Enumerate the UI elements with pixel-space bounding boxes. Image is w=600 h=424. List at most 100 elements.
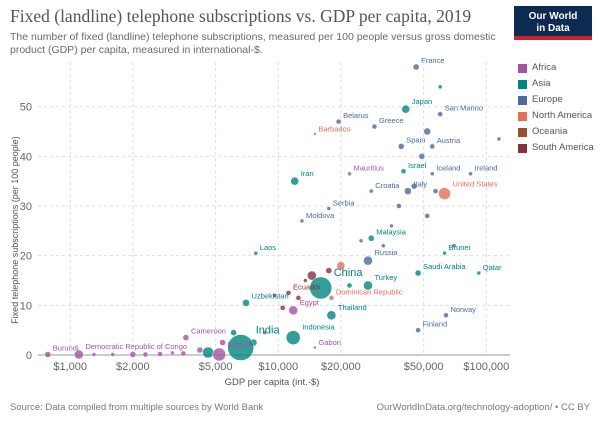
data-point xyxy=(325,267,333,274)
data-point-burundi xyxy=(44,351,51,358)
data-point xyxy=(432,188,439,194)
point-label-brunei: Brunei xyxy=(449,243,471,252)
chart-title: Fixed (landline) telephone subscriptions… xyxy=(10,6,472,26)
data-point xyxy=(230,329,237,336)
data-point-russia xyxy=(363,255,373,266)
data-point xyxy=(180,350,187,357)
data-point-united-states xyxy=(438,187,451,200)
legend-swatch-asia xyxy=(518,80,527,89)
point-label-india: India xyxy=(256,325,281,337)
point-label-thailand: Thailand xyxy=(338,303,367,312)
legend-swatch-oceania xyxy=(518,128,527,137)
axes: 0 10 20 30 40 50 $1,000 $2,000 $5,000 $10,000 $20,… xyxy=(20,102,510,373)
point-label-greece: Greece xyxy=(379,116,404,125)
point-label-cameroon: Cameroon xyxy=(191,327,226,336)
data-point-saudi-arabia xyxy=(414,269,422,277)
point-label-france: France xyxy=(421,56,444,65)
point-label-saudi-arabia: Saudi Arabia xyxy=(423,262,466,271)
point-label-italy: Italy xyxy=(413,180,427,189)
data-point-china xyxy=(309,276,332,300)
data-point-finland xyxy=(415,327,421,333)
point-label-nigeria: Nigeria xyxy=(228,340,253,349)
data-point-laos xyxy=(253,250,259,256)
data-point xyxy=(346,282,353,289)
point-label-ecuador: Ecuador xyxy=(293,282,321,291)
data-point-france xyxy=(412,63,420,71)
data-point xyxy=(424,213,430,219)
data-point xyxy=(496,136,502,142)
data-point xyxy=(142,351,149,358)
data-point-ecuador xyxy=(285,290,292,296)
data-point-barbados xyxy=(313,132,317,136)
x-tick-label: $2,000 xyxy=(116,361,150,373)
data-point-qatar xyxy=(476,270,481,276)
legend-swatch-north-america xyxy=(518,112,527,121)
data-point xyxy=(262,330,267,335)
point-label-croatia: Croatia xyxy=(375,181,400,190)
legend-label-north-america: North America xyxy=(532,110,593,121)
point-label-israel: Israel xyxy=(408,161,427,170)
point-label-ireland: Ireland xyxy=(475,164,498,173)
data-point-nigeria xyxy=(212,347,226,362)
point-label-norway: Norway xyxy=(450,305,476,314)
point-label-democratic-republic-of-congo: Democratic Republic of Congo xyxy=(85,342,187,351)
point-label-iceland: Iceland xyxy=(436,164,460,173)
data-point-egypt xyxy=(288,305,298,316)
data-point-moldova xyxy=(299,218,305,224)
point-label-egypt: Egypt xyxy=(300,298,320,307)
data-point-spain xyxy=(398,143,405,150)
point-label-gabon: Gabon xyxy=(318,338,341,347)
data-point-brunei xyxy=(442,250,447,256)
data-point xyxy=(410,182,418,190)
owid-logo[interactable]: Our World in Data xyxy=(514,6,592,40)
data-point xyxy=(279,305,286,311)
legend-label-europe: Europe xyxy=(532,94,563,105)
data-point xyxy=(437,84,443,90)
source-link[interactable]: OurWorldInData.org/technology-adoption/ … xyxy=(376,402,590,413)
legend-label-south-america: South America xyxy=(532,142,594,153)
point-label-laos: Laos xyxy=(260,243,277,252)
x-tick-label: $1,000 xyxy=(53,361,87,373)
y-tick-label: 20 xyxy=(20,251,32,263)
legend-swatch-south-america xyxy=(518,144,527,153)
logo-line-1: Our World xyxy=(528,11,578,22)
point-label-spain: Spain xyxy=(406,135,425,144)
x-tick-label: $100,000 xyxy=(463,361,509,373)
data-point-mauritius xyxy=(347,171,352,176)
point-label-russia: Russia xyxy=(374,248,398,257)
point-labels: France Japan San Marino Belarus Greece Barbad… xyxy=(53,56,502,353)
data-point xyxy=(196,346,204,354)
data-point-israel xyxy=(400,168,407,174)
data-point-iceland xyxy=(430,171,435,176)
x-axis-label: GDP per capita (int.-$) xyxy=(225,377,320,388)
data-point-thailand xyxy=(326,310,337,320)
data-point-uzbekistan xyxy=(242,299,250,307)
data-point-turkey xyxy=(363,280,373,291)
point-label-united-states: United States xyxy=(453,180,498,189)
x-tick-label: $50,000 xyxy=(404,361,444,373)
source-note: Source: Data compiled from multiple sour… xyxy=(10,402,264,413)
data-point-ireland xyxy=(468,171,473,176)
chart-subtitle: The number of fixed (landline) telephone… xyxy=(10,31,496,56)
data-point-indonesia xyxy=(286,330,301,345)
data-point-belarus xyxy=(335,118,342,125)
logo-line-2: in Data xyxy=(536,23,570,34)
point-label-finland: Finland xyxy=(423,320,448,329)
point-label-barbados: Barbados xyxy=(318,125,350,134)
data-point xyxy=(91,352,97,357)
data-point-italy xyxy=(404,187,412,195)
data-point-gabon xyxy=(313,345,317,350)
data-point-cameroon xyxy=(182,334,190,341)
data-point xyxy=(423,127,431,136)
point-label-uzbekistan: Uzbekistan xyxy=(252,291,289,300)
data-point xyxy=(358,238,364,243)
x-tick-label: $20,000 xyxy=(321,361,361,373)
y-tick-label: 0 xyxy=(26,350,32,362)
data-point-norway xyxy=(443,312,449,318)
point-label-turkey: Turkey xyxy=(374,273,397,282)
logo-accent-bar xyxy=(514,36,592,40)
point-label-san-marino: San Marino xyxy=(445,104,483,113)
point-label-qatar: Qatar xyxy=(483,263,502,272)
point-label-japan: Japan xyxy=(412,97,432,106)
data-point xyxy=(336,261,346,270)
